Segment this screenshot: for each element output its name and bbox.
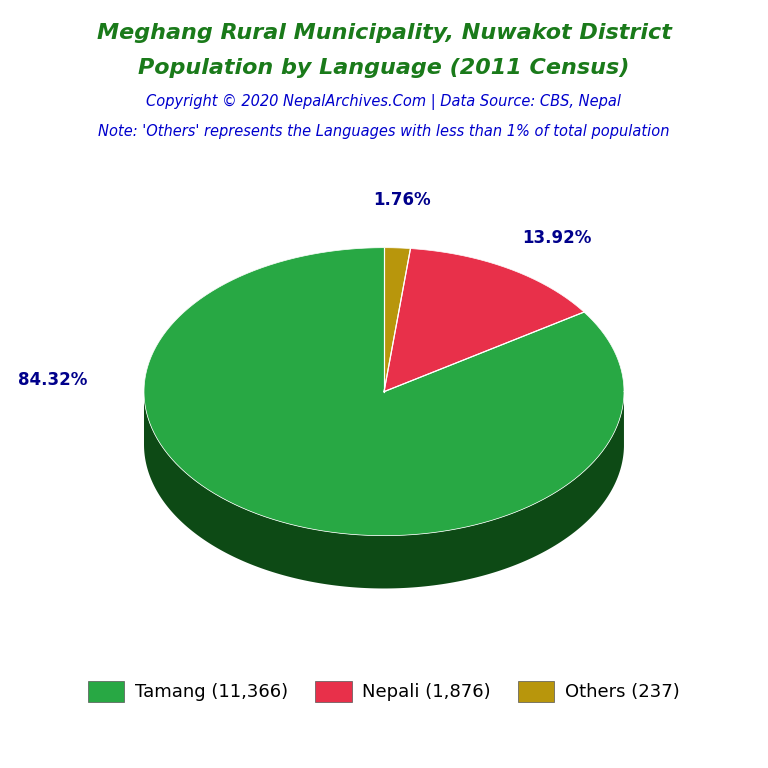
Text: Meghang Rural Municipality, Nuwakot District: Meghang Rural Municipality, Nuwakot Dist… (97, 23, 671, 43)
Text: Copyright © 2020 NepalArchives.Com | Data Source: CBS, Nepal: Copyright © 2020 NepalArchives.Com | Dat… (147, 94, 621, 110)
Text: Population by Language (2011 Census): Population by Language (2011 Census) (138, 58, 630, 78)
Text: 13.92%: 13.92% (521, 229, 591, 247)
Polygon shape (384, 248, 410, 392)
Text: 84.32%: 84.32% (18, 371, 88, 389)
Text: 1.76%: 1.76% (373, 191, 431, 209)
Text: Note: 'Others' represents the Languages with less than 1% of total population: Note: 'Others' represents the Languages … (98, 124, 670, 140)
Polygon shape (384, 249, 584, 392)
Polygon shape (144, 248, 624, 535)
Legend: Tamang (11,366), Nepali (1,876), Others (237): Tamang (11,366), Nepali (1,876), Others … (81, 674, 687, 709)
Polygon shape (144, 392, 624, 588)
